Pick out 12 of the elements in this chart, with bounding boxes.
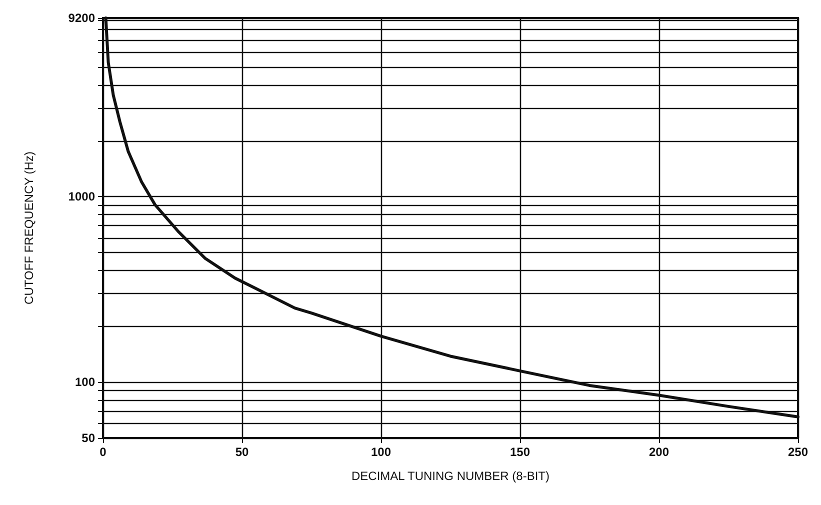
- x-tick-label: 0: [100, 445, 107, 459]
- y-tick-label: 50: [82, 431, 96, 445]
- y-tick-label: 1000: [68, 190, 96, 204]
- y-axis-title: CUTOFF FREQUENCY (Hz): [22, 152, 36, 304]
- x-tick-label: 250: [788, 445, 808, 459]
- x-axis-title: DECIMAL TUNING NUMBER (8-BIT): [351, 469, 550, 483]
- x-tick-label: 100: [370, 445, 392, 459]
- y-tick-label: 9200: [68, 11, 96, 25]
- x-tick-label: 50: [235, 445, 249, 459]
- y-tick-label: 100: [74, 375, 96, 390]
- x-tick-label: 150: [510, 445, 530, 459]
- x-tick-label: 200: [648, 445, 670, 459]
